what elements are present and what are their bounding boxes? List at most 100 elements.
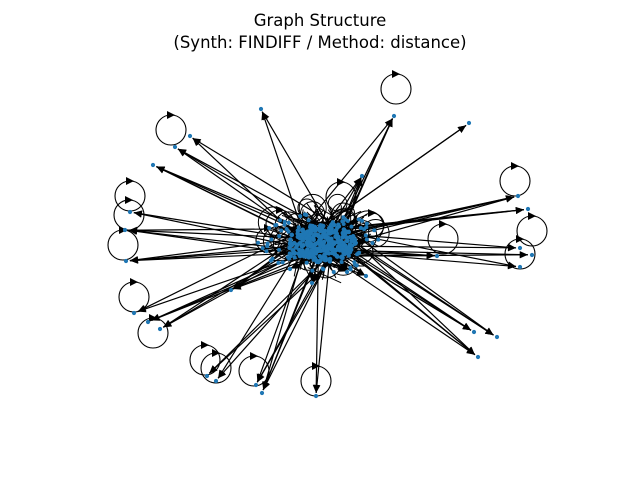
- graph-node: [344, 246, 349, 252]
- graph-node: [268, 258, 273, 263]
- edge-arrowhead: [133, 210, 143, 218]
- graph-node: [296, 251, 302, 257]
- graph-node: [213, 378, 219, 384]
- edge: [137, 226, 309, 313]
- graph-node: [348, 265, 353, 270]
- self-loop-edge: [361, 219, 390, 248]
- graph-node: [253, 382, 259, 388]
- graph-node: [287, 256, 292, 261]
- edge-arrowhead: [505, 195, 515, 203]
- graph-node: [298, 214, 303, 219]
- self-loop-arrowhead: [125, 196, 133, 204]
- edge-arrowhead: [262, 111, 270, 121]
- edge-arrowhead: [192, 138, 202, 146]
- self-loop-edge: [499, 165, 531, 197]
- graph-node: [300, 228, 305, 233]
- graph-node: [339, 259, 344, 264]
- graph-node: [494, 334, 500, 340]
- graph-node: [370, 241, 375, 246]
- edge: [262, 240, 323, 391]
- self-loop-edge: [327, 193, 348, 214]
- graph-node: [363, 233, 368, 238]
- edge-arrowhead: [507, 261, 517, 269]
- self-loop-arrowhead: [511, 162, 519, 170]
- graph-node: [278, 218, 283, 223]
- self-loop-arrowhead: [368, 209, 376, 217]
- graph-node: [258, 106, 264, 112]
- graph-node: [363, 273, 369, 279]
- graph-node: [335, 244, 341, 250]
- self-loop-arrowhead: [337, 178, 345, 186]
- edge: [129, 237, 301, 262]
- graph-node: [314, 232, 320, 238]
- graph-node: [276, 260, 281, 265]
- graph-node: [360, 218, 365, 223]
- graph-node: [319, 241, 325, 247]
- graph-node: [277, 234, 282, 239]
- graph-node: [256, 240, 261, 245]
- graph-node: [358, 226, 363, 231]
- graph-node: [297, 240, 303, 246]
- graph-node: [284, 227, 289, 232]
- graph-node: [330, 250, 335, 256]
- self-loop-arrowhead: [516, 235, 524, 243]
- graph-node: [344, 269, 350, 275]
- edge: [156, 166, 305, 241]
- graph-node: [325, 236, 330, 242]
- graph-node: [340, 219, 345, 224]
- edge-arrowhead: [462, 323, 471, 331]
- graph-node: [315, 240, 320, 246]
- graph-node: [280, 260, 285, 265]
- graph-node: [145, 319, 151, 325]
- self-loop-arrowhead: [358, 237, 366, 245]
- edge-arrowhead: [519, 251, 528, 259]
- graph-node: [264, 249, 269, 254]
- self-loop-arrowhead: [439, 220, 447, 228]
- figure-title: Graph Structure: [253, 11, 387, 30]
- edge-arrowhead: [311, 273, 318, 283]
- graph-node: [269, 237, 274, 242]
- self-loop-arrowhead: [276, 206, 284, 214]
- edge-arrowhead: [232, 281, 242, 290]
- edge-arrowhead: [218, 369, 226, 379]
- graph-node: [517, 245, 523, 251]
- graph-node: [364, 237, 369, 242]
- self-loop-arrowhead: [126, 177, 134, 185]
- edge: [192, 137, 346, 232]
- edge-arrowhead: [484, 327, 494, 336]
- graph-node: [304, 260, 309, 265]
- graph-node: [309, 280, 315, 286]
- graph-node: [292, 255, 297, 260]
- graph-node: [376, 237, 381, 242]
- graph-node: [343, 217, 348, 222]
- self-loop-arrowhead: [149, 314, 157, 322]
- graph-node: [187, 133, 193, 139]
- edge-arrowhead: [426, 252, 435, 260]
- graph-node: [330, 221, 335, 226]
- edge-arrowhead: [262, 381, 269, 390]
- graph-node: [356, 217, 361, 222]
- graph-node: [282, 219, 287, 224]
- graph-node: [333, 228, 339, 233]
- graph-node: [337, 224, 342, 229]
- graph-node: [330, 241, 336, 247]
- edge: [261, 111, 331, 228]
- self-loop-arrowhead: [212, 349, 220, 357]
- graph-node: [362, 227, 367, 232]
- graph-node: [349, 224, 354, 229]
- graph-node: [335, 254, 340, 259]
- edge: [315, 257, 319, 393]
- figure-subtitle: (Synth: FINDIFF / Method: distance): [173, 33, 467, 52]
- graph-node: [529, 252, 535, 258]
- graph-node: [305, 247, 310, 252]
- graph-node: [304, 236, 309, 241]
- graph-node: [127, 209, 133, 215]
- graph-node: [308, 230, 313, 236]
- graph-node: [349, 238, 355, 243]
- graph-node: [352, 260, 357, 265]
- graph-node: [300, 243, 306, 248]
- graph-node: [289, 242, 295, 248]
- self-loop-arrowhead: [392, 70, 400, 78]
- self-loop-arrowhead: [201, 341, 209, 349]
- edge-arrowhead: [466, 346, 475, 355]
